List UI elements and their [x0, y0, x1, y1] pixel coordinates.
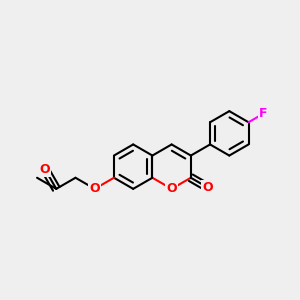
- Text: O: O: [202, 181, 212, 194]
- Text: F: F: [259, 107, 267, 120]
- Text: O: O: [166, 182, 177, 195]
- Text: O: O: [89, 182, 100, 195]
- Text: O: O: [40, 163, 50, 176]
